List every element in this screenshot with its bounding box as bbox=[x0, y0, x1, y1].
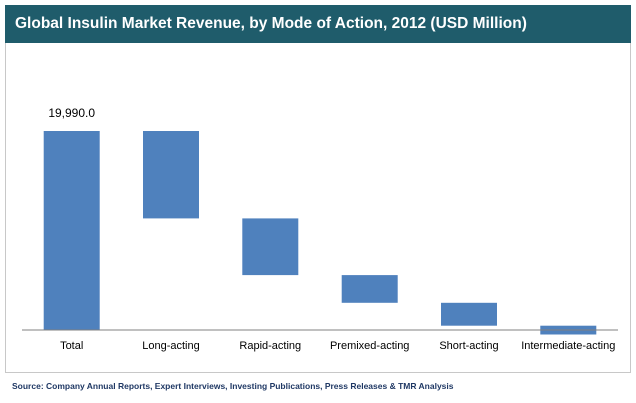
x-tick-label: Short-acting bbox=[439, 340, 498, 352]
bar-long-acting bbox=[143, 131, 199, 219]
bar-total bbox=[43, 131, 100, 330]
chart-panel bbox=[5, 43, 631, 373]
x-tick-label: Intermediate-acting bbox=[521, 340, 615, 352]
bars-layer bbox=[43, 131, 597, 335]
bar-short-acting bbox=[441, 302, 497, 326]
labels-layer: Total 19,990.0 Long-acting Rapid-acting Prem… bbox=[48, 106, 615, 352]
x-tick-label: Premixed-acting bbox=[330, 340, 409, 352]
x-tick-label: Total bbox=[60, 340, 83, 352]
x-tick-label: Rapid-acting bbox=[239, 340, 301, 352]
source-note: Source: Company Annual Reports, Expert I… bbox=[12, 381, 454, 391]
data-label: 19,990.0 bbox=[48, 106, 95, 120]
x-tick-label: Long-acting bbox=[142, 340, 200, 352]
chart-title: Global Insulin Market Revenue, by Mode o… bbox=[5, 5, 631, 43]
waterfall-chart: Total 19,990.0 Long-acting Rapid-acting Prem… bbox=[22, 106, 618, 352]
bar-rapid-acting bbox=[242, 218, 299, 276]
bar-premixed-acting bbox=[341, 275, 398, 303]
